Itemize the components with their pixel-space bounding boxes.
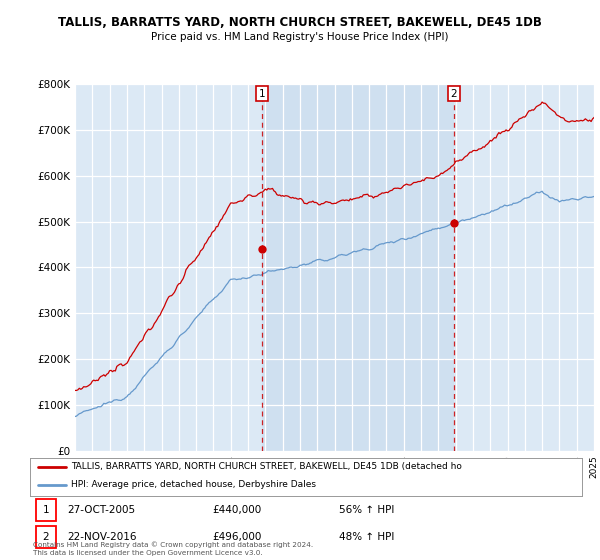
Text: TALLIS, BARRATTS YARD, NORTH CHURCH STREET, BAKEWELL, DE45 1DB (detached ho: TALLIS, BARRATTS YARD, NORTH CHURCH STRE… [71, 462, 462, 471]
Text: 2: 2 [451, 88, 457, 99]
Text: 22-NOV-2016: 22-NOV-2016 [68, 531, 137, 542]
Text: TALLIS, BARRATTS YARD, NORTH CHURCH STREET, BAKEWELL, DE45 1DB: TALLIS, BARRATTS YARD, NORTH CHURCH STRE… [58, 16, 542, 29]
Bar [35, 525, 56, 548]
Text: £496,000: £496,000 [212, 531, 262, 542]
Text: 56% ↑ HPI: 56% ↑ HPI [339, 505, 394, 515]
Bar [262, 84, 454, 451]
Text: Contains HM Land Registry data © Crown copyright and database right 2024.
This d: Contains HM Land Registry data © Crown c… [33, 541, 313, 556]
Text: HPI: Average price, detached house, Derbyshire Dales: HPI: Average price, detached house, Derb… [71, 480, 316, 489]
Text: 48% ↑ HPI: 48% ↑ HPI [339, 531, 394, 542]
Text: £440,000: £440,000 [212, 505, 262, 515]
Text: 1: 1 [43, 505, 49, 515]
Text: 1: 1 [259, 88, 265, 99]
Text: 2: 2 [43, 531, 49, 542]
Text: 27-OCT-2005: 27-OCT-2005 [68, 505, 136, 515]
Bar [35, 499, 56, 521]
Text: Price paid vs. HM Land Registry's House Price Index (HPI): Price paid vs. HM Land Registry's House … [151, 32, 449, 43]
